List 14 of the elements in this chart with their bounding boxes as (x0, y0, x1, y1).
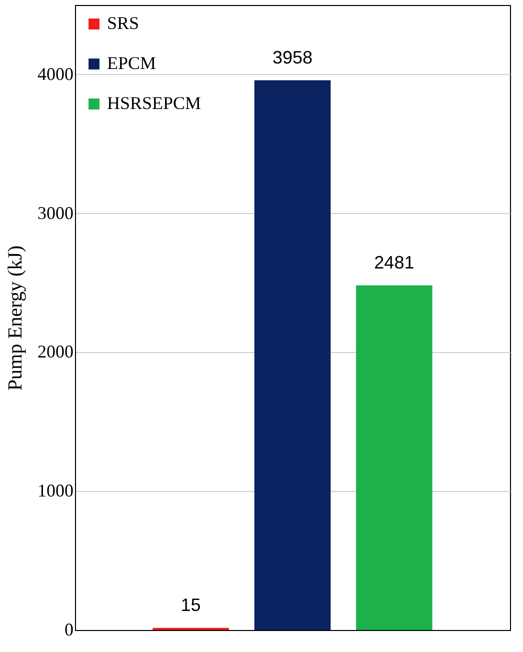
y-tick-label: 4000 (38, 64, 74, 84)
legend-label: SRS (107, 13, 140, 33)
y-axis-title: Pump Energy (kJ) (4, 245, 26, 391)
y-tick-label: 1000 (38, 480, 74, 501)
legend-label: HSRSEPCM (107, 93, 202, 113)
data-label: 3958 (272, 47, 313, 68)
y-tick-label: 2000 (38, 342, 74, 362)
data-label: 2481 (374, 252, 414, 272)
bar (254, 80, 331, 630)
bar (356, 285, 432, 630)
data-label: 15 (180, 594, 201, 615)
legend-label: EPCM (107, 53, 156, 73)
y-tick-label: 0 (64, 620, 74, 640)
y-tick-label: 3000 (38, 202, 74, 223)
